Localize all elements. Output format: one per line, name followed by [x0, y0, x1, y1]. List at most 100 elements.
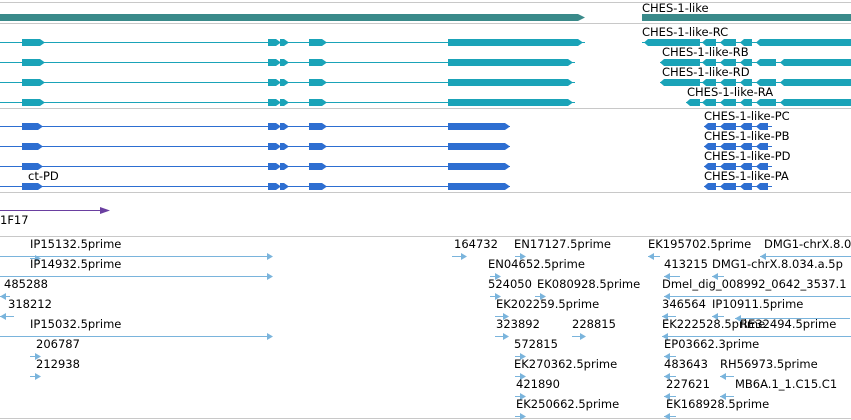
- est-feature[interactable]: [648, 253, 660, 260]
- exon-block[interactable]: [448, 59, 568, 66]
- est-feature[interactable]: [515, 413, 526, 420]
- exon-block[interactable]: [784, 99, 851, 106]
- est-feature[interactable]: [0, 333, 273, 340]
- est-feature[interactable]: [664, 393, 676, 400]
- est-feature[interactable]: [720, 373, 734, 380]
- exon-block[interactable]: [724, 99, 736, 106]
- exon-block[interactable]: [760, 163, 768, 170]
- exon-block[interactable]: [708, 163, 716, 170]
- exon-block[interactable]: [448, 79, 568, 86]
- exon-block[interactable]: [309, 39, 322, 46]
- est-feature[interactable]: [30, 353, 41, 360]
- exon-block[interactable]: [280, 59, 284, 66]
- exon-block[interactable]: [22, 79, 40, 86]
- exon-block[interactable]: [268, 143, 276, 150]
- exon-block[interactable]: [22, 143, 38, 150]
- est-feature[interactable]: [664, 413, 676, 420]
- exon-block[interactable]: [280, 123, 284, 130]
- exon-block[interactable]: [22, 123, 38, 130]
- exon-block[interactable]: [744, 123, 752, 130]
- exon-block[interactable]: [724, 79, 736, 86]
- gene-feature[interactable]: [0, 14, 578, 21]
- exon-block[interactable]: [22, 99, 40, 106]
- exon-block[interactable]: [280, 39, 284, 46]
- protein-PC[interactable]: [0, 123, 772, 130]
- exon-block[interactable]: [22, 163, 38, 170]
- est-feature[interactable]: [495, 333, 509, 340]
- est-feature[interactable]: [495, 313, 509, 320]
- est-feature[interactable]: [490, 293, 501, 300]
- exon-block[interactable]: [744, 59, 752, 66]
- exon-block[interactable]: [268, 39, 276, 46]
- exon-block[interactable]: [724, 143, 736, 150]
- exon-block[interactable]: [784, 79, 851, 86]
- exon-block[interactable]: [268, 163, 276, 170]
- exon-block[interactable]: [744, 99, 752, 106]
- est-feature[interactable]: [0, 253, 273, 260]
- exon-block[interactable]: [309, 59, 322, 66]
- est-feature[interactable]: [760, 253, 851, 260]
- exon-block[interactable]: [744, 183, 752, 190]
- misc-feature-track[interactable]: 1F17: [0, 207, 110, 227]
- exon-block[interactable]: [760, 79, 776, 86]
- exon-block[interactable]: [706, 99, 716, 106]
- exon-block[interactable]: [448, 143, 505, 150]
- exon-block[interactable]: [760, 183, 768, 190]
- est-feature[interactable]: [664, 373, 676, 380]
- est-feature[interactable]: [515, 353, 526, 360]
- est-feature[interactable]: [30, 373, 41, 380]
- exon-block[interactable]: [744, 79, 752, 86]
- exon-block[interactable]: [268, 123, 276, 130]
- exon-block[interactable]: [268, 79, 276, 86]
- exon-block[interactable]: [448, 99, 568, 106]
- exon-block[interactable]: [706, 59, 716, 66]
- exon-block[interactable]: [268, 99, 276, 106]
- exon-block[interactable]: [448, 123, 505, 130]
- est-feature[interactable]: [664, 353, 676, 360]
- exon-block[interactable]: [708, 143, 716, 150]
- transcript-RC[interactable]: [0, 39, 851, 46]
- est-feature[interactable]: [30, 255, 41, 262]
- est-feature[interactable]: [712, 273, 724, 280]
- est-feature[interactable]: [0, 313, 14, 320]
- exon-block[interactable]: [724, 183, 736, 190]
- exon-block[interactable]: [22, 59, 40, 66]
- exon-block[interactable]: [664, 59, 700, 66]
- exon-block[interactable]: [448, 183, 505, 190]
- est-feature[interactable]: [735, 315, 850, 322]
- transcript-track[interactable]: [0, 39, 851, 106]
- exon-block[interactable]: [724, 123, 736, 130]
- exon-block[interactable]: [448, 163, 505, 170]
- est-feature[interactable]: [515, 393, 526, 400]
- exon-block[interactable]: [22, 39, 40, 46]
- exon-block[interactable]: [744, 163, 752, 170]
- gene-feature-right[interactable]: [642, 14, 851, 21]
- exon-block[interactable]: [708, 183, 716, 190]
- exon-block[interactable]: [268, 183, 276, 190]
- exon-block[interactable]: [309, 183, 322, 190]
- est-feature[interactable]: [712, 313, 724, 320]
- exon-block[interactable]: [760, 59, 776, 66]
- exon-block[interactable]: [309, 143, 322, 150]
- est-feature[interactable]: [662, 333, 851, 340]
- est-feature[interactable]: [0, 273, 273, 280]
- exon-block[interactable]: [309, 163, 322, 170]
- est-feature[interactable]: [664, 273, 680, 280]
- exon-block[interactable]: [448, 39, 578, 46]
- exon-block[interactable]: [280, 163, 284, 170]
- exon-block[interactable]: [760, 123, 768, 130]
- exon-block[interactable]: [280, 183, 284, 190]
- exon-block[interactable]: [784, 59, 851, 66]
- exon-block[interactable]: [664, 79, 700, 86]
- est-feature[interactable]: [452, 253, 467, 260]
- est-track[interactable]: [0, 253, 851, 420]
- protein-track[interactable]: [0, 123, 772, 190]
- exon-block[interactable]: [760, 99, 776, 106]
- est-feature[interactable]: [662, 313, 676, 320]
- exon-block[interactable]: [760, 39, 851, 46]
- exon-block[interactable]: [706, 79, 716, 86]
- exon-block[interactable]: [280, 79, 284, 86]
- exon-block[interactable]: [724, 163, 736, 170]
- exon-block[interactable]: [22, 183, 38, 190]
